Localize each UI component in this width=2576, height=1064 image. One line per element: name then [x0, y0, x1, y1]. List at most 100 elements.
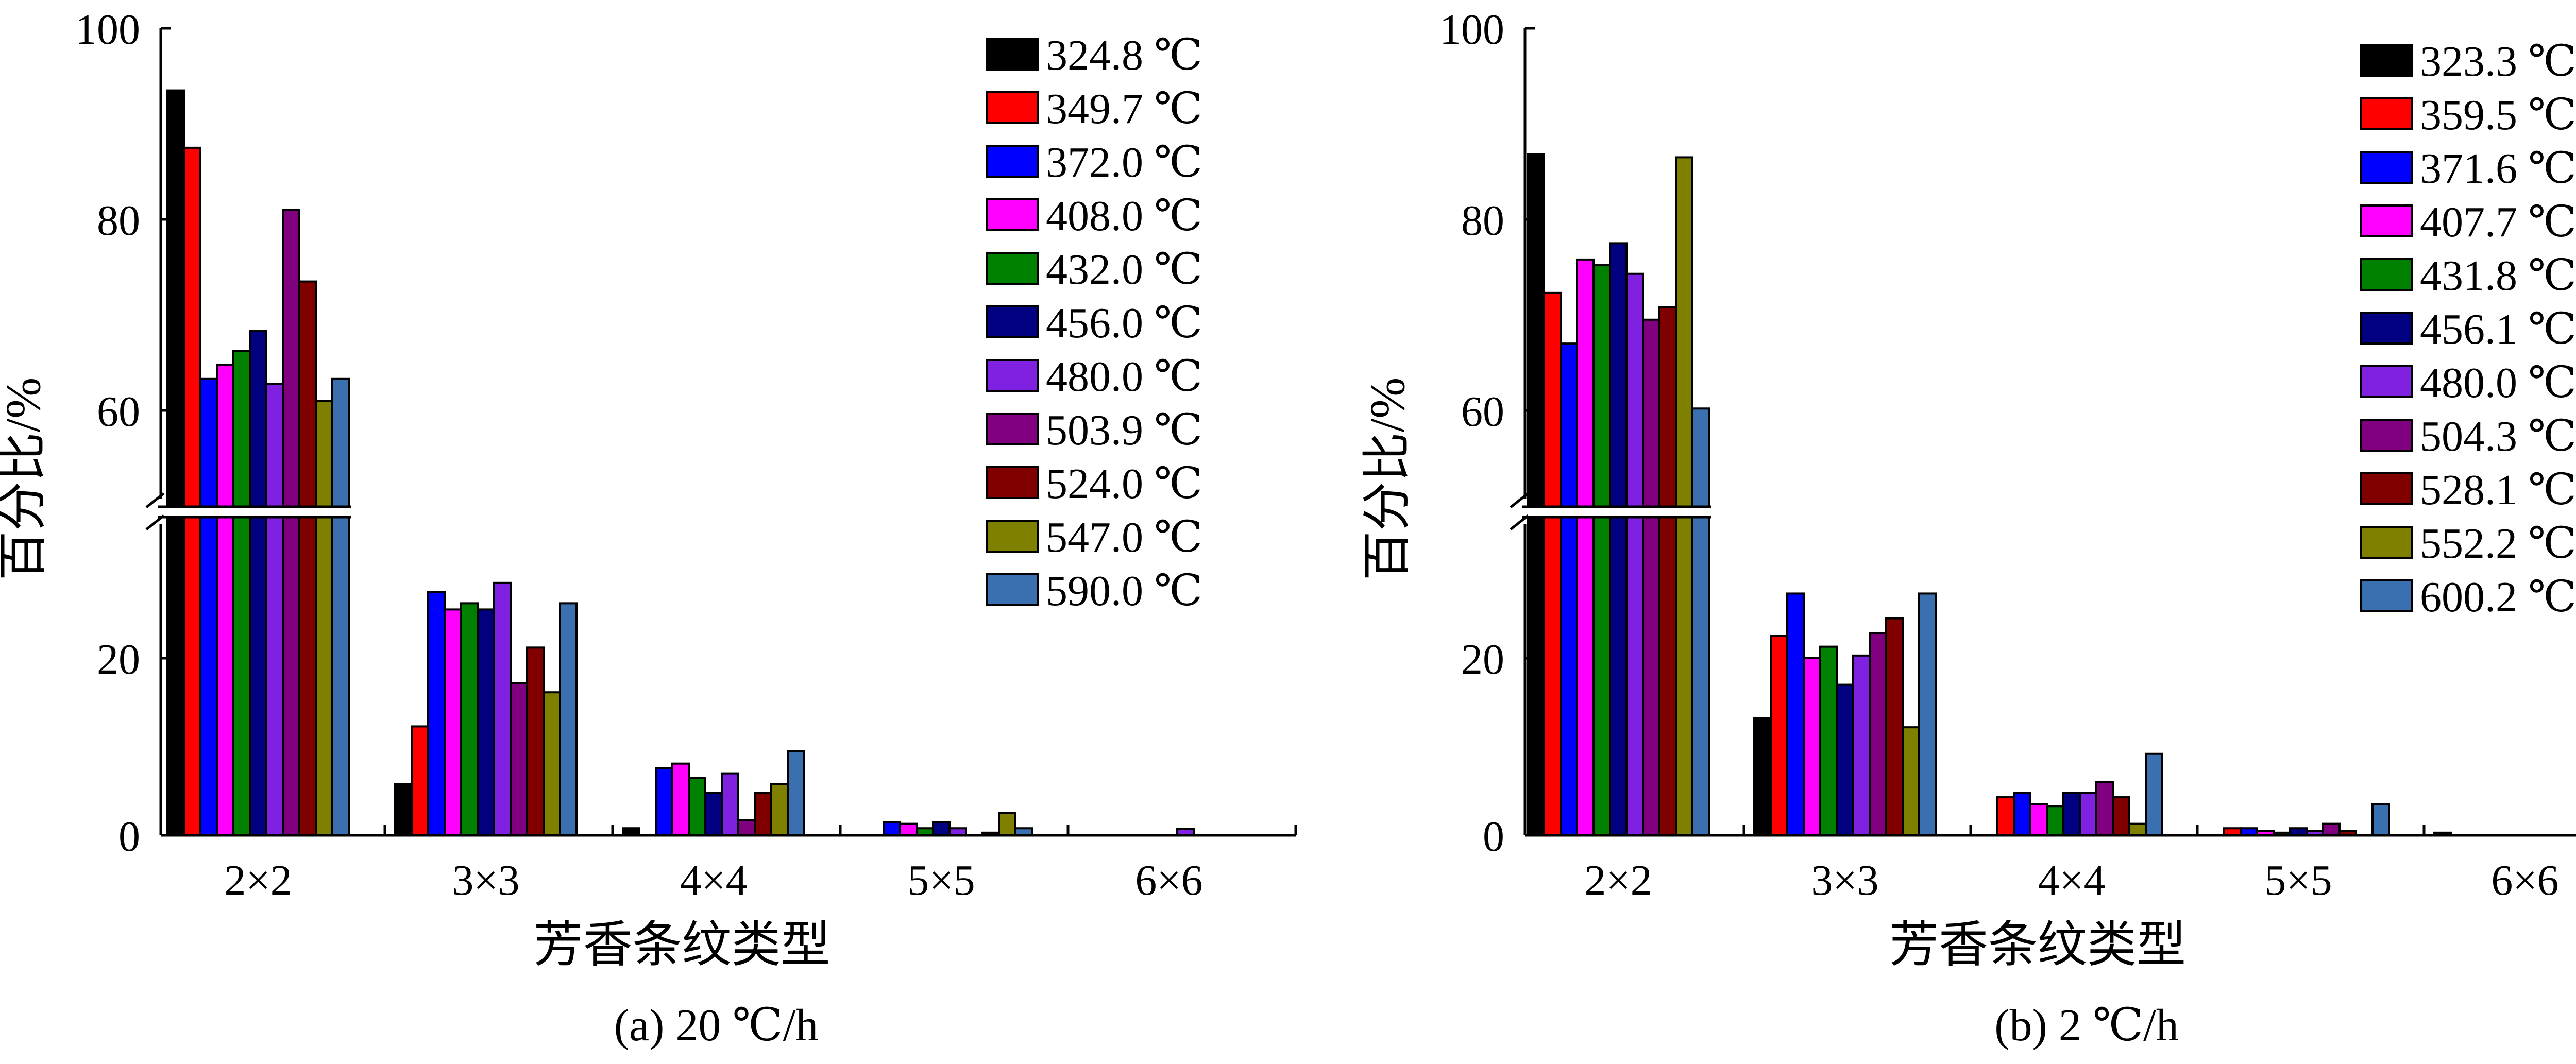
bar-b-1-7: [1869, 632, 1887, 836]
bar-a-3-5: [932, 821, 951, 836]
bar-a-1-6: [493, 581, 512, 837]
bar-a-1-4: [460, 602, 479, 836]
bar-b-1-3: [1803, 657, 1821, 836]
x-tick-label: 3×3: [1811, 856, 1878, 904]
y-axis-title: 百分比/%: [0, 377, 50, 581]
legend-swatch: [986, 305, 1039, 338]
legend-label: 504.3 ℃: [2420, 413, 2576, 460]
legend-swatch: [2360, 204, 2413, 237]
legend-label: 456.1 ℃: [2420, 305, 2576, 353]
bar-b-1-9: [1902, 726, 1920, 837]
y-tick-label: 100: [75, 6, 140, 54]
bar-a-1-0: [394, 783, 413, 836]
bar-b-2-3: [2029, 803, 2048, 837]
legend-label: 528.1 ℃: [2420, 466, 2576, 514]
bar-a-1-2: [427, 591, 446, 836]
bar-b-0-7: [1642, 318, 1660, 836]
legend-swatch: [2360, 44, 2413, 77]
bar-a-3-2: [883, 821, 901, 836]
bar-a-1-1: [411, 725, 429, 836]
y-tick-label: 80: [1461, 197, 1504, 245]
y-tick-label: 80: [97, 197, 140, 245]
bar-b-0-4: [1592, 264, 1611, 836]
bar-a-1-7: [510, 682, 528, 837]
y-tick-label: 20: [97, 636, 140, 683]
bar-a-2-5: [704, 792, 723, 836]
bar-b-1-2: [1786, 592, 1805, 836]
legend-swatch: [986, 198, 1039, 231]
bar-b-0-10: [1691, 407, 1710, 836]
legend-label: 407.7 ℃: [2420, 198, 2576, 246]
legend-label: 372.0 ℃: [1046, 139, 1202, 186]
y-tick-label: 0: [118, 813, 140, 861]
legend-swatch: [2360, 526, 2413, 559]
legend-swatch: [2360, 472, 2413, 505]
bar-a-0-2: [199, 377, 218, 836]
legend-label: 600.2 ℃: [2420, 573, 2576, 621]
bar-a-2-2: [655, 767, 673, 837]
bar-b-1-5: [1836, 683, 1854, 836]
legend-swatch: [2360, 419, 2413, 452]
legend-swatch: [986, 466, 1039, 499]
legend-label: 480.0 ℃: [2420, 359, 2576, 407]
legend-swatch: [2360, 151, 2413, 184]
legend-label: 432.0 ℃: [1046, 246, 1202, 294]
legend-label: 349.7 ℃: [1046, 85, 1202, 133]
legend-swatch: [2360, 579, 2413, 612]
bar-b-1-6: [1852, 654, 1871, 836]
legend-label: 456.0 ℃: [1046, 299, 1202, 347]
bar-a-0-6: [265, 383, 284, 836]
y-axis-title: 百分比/%: [1360, 377, 1415, 581]
y-tick-label: 100: [1439, 6, 1504, 54]
caption-a: (a) 20 ℃/h: [614, 1001, 819, 1051]
legend-swatch: [986, 91, 1039, 124]
bar-a-0-7: [282, 209, 300, 837]
bar-b-0-9: [1675, 156, 1693, 836]
legend-swatch: [986, 145, 1039, 178]
legend-swatch: [986, 413, 1039, 445]
x-tick-label: 3×3: [452, 856, 519, 904]
y-tick-label: 60: [97, 388, 140, 436]
x-tick-label: 2×2: [224, 856, 292, 904]
bar-b-1-10: [1918, 592, 1937, 836]
legend-label: 590.0 ℃: [1046, 567, 1202, 615]
x-axis-title: 芳香条纹类型: [534, 917, 831, 972]
bar-b-3-10: [2371, 803, 2390, 837]
bar-b-2-8: [2112, 796, 2130, 837]
bar-a-2-9: [770, 783, 789, 836]
legend-swatch: [986, 520, 1039, 553]
bar-b-0-0: [1527, 153, 1545, 836]
bar-a-3-9: [998, 812, 1016, 836]
legend-swatch: [2360, 258, 2413, 291]
y-tick-label: 20: [1461, 636, 1504, 683]
bar-b-1-4: [1819, 645, 1838, 836]
y-tick-label: 60: [1461, 388, 1504, 436]
legend-swatch: [986, 252, 1039, 285]
legend-swatch: [2360, 312, 2413, 345]
bar-b-2-9: [2128, 822, 2147, 837]
legend-swatch: [986, 573, 1039, 606]
bar-b-0-8: [1658, 306, 1677, 836]
legend-label: 480.0 ℃: [1046, 353, 1202, 401]
legend-swatch: [986, 38, 1039, 71]
bar-a-0-9: [315, 400, 333, 836]
bar-b-0-2: [1560, 342, 1578, 836]
bar-a-2-8: [754, 792, 772, 836]
break-slash-bottom: [1510, 514, 1529, 530]
bar-b-2-4: [2046, 805, 2064, 836]
bar-b-2-10: [2145, 752, 2163, 837]
bar-a-2-4: [688, 777, 706, 836]
legend-swatch: [2360, 97, 2413, 130]
bar-a-2-3: [671, 762, 690, 837]
legend-label: 371.6 ℃: [2420, 145, 2576, 193]
bar-a-0-8: [298, 280, 317, 837]
bar-a-1-5: [477, 608, 495, 837]
bar-b-0-5: [1609, 242, 1628, 836]
legend-label: 503.9 ℃: [1046, 406, 1202, 454]
x-tick-label: 2×2: [1584, 856, 1652, 904]
bar-a-3-3: [899, 822, 918, 837]
x-tick-label: 5×5: [2264, 856, 2332, 904]
bar-a-1-3: [444, 608, 462, 837]
bar-b-2-6: [2079, 792, 2097, 836]
